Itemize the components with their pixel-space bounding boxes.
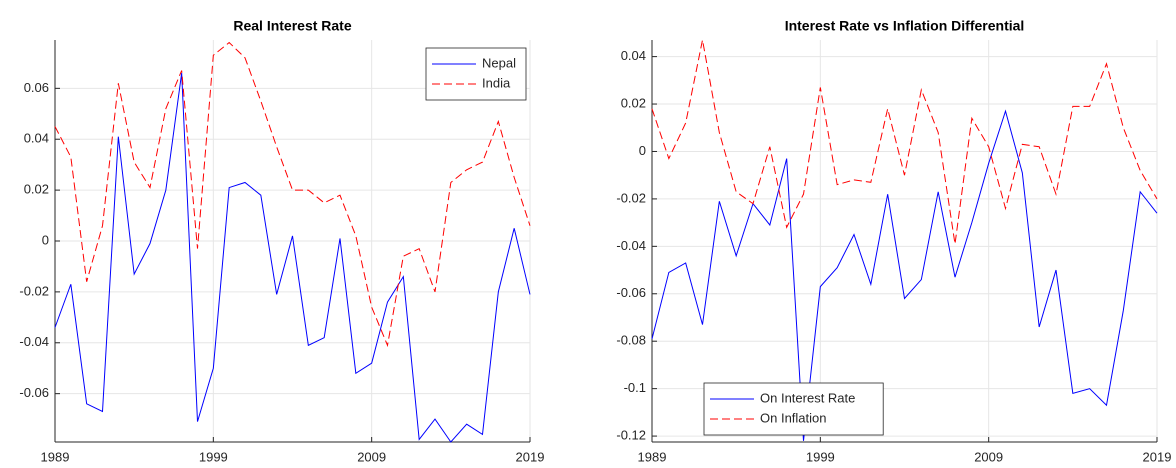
series-line: [54, 73, 531, 443]
y-tick-label: -0.04: [19, 334, 49, 349]
chart-title: Interest Rate vs Inflation Differential: [785, 18, 1025, 34]
x-tick-label: 2009: [357, 449, 386, 464]
y-tick-label: -0.02: [616, 190, 646, 205]
legend-label: On Inflation: [760, 410, 827, 425]
x-tick-label: 1999: [806, 449, 835, 464]
y-tick-label: 0.02: [24, 182, 49, 197]
y-tick-label: -0.06: [616, 285, 646, 300]
legend-box: [425, 47, 527, 101]
y-tick-label: 0.04: [621, 48, 646, 63]
series-line: [54, 41, 531, 348]
y-tick-label: -0.1: [624, 380, 646, 395]
series-line: [651, 109, 1158, 441]
y-tick-label: 0.02: [621, 95, 646, 110]
y-tick-label: 0: [42, 232, 49, 247]
legend-label: India: [482, 75, 511, 90]
x-tick-label: 1999: [199, 449, 228, 464]
legend-box: [703, 382, 884, 436]
x-tick-label: 1989: [638, 449, 667, 464]
chart-title: Real Interest Rate: [233, 18, 351, 34]
plot-area: [652, 40, 1157, 442]
y-tick-label: 0: [639, 143, 646, 158]
x-tick-label: 2009: [974, 449, 1003, 464]
x-tick-label: 1989: [41, 449, 70, 464]
legend-label: On Interest Rate: [760, 390, 855, 405]
x-tick-label: 2019: [1143, 449, 1172, 464]
y-tick-label: -0.04: [616, 238, 646, 253]
legend-label: Nepal: [482, 55, 516, 70]
y-tick-label: -0.12: [616, 428, 646, 443]
y-tick-label: -0.08: [616, 333, 646, 348]
y-tick-label: 0.04: [24, 131, 49, 146]
series-line: [651, 39, 1158, 245]
y-tick-label: -0.02: [19, 283, 49, 298]
x-tick-label: 2019: [516, 449, 545, 464]
y-tick-label: 0.06: [24, 80, 49, 95]
y-tick-label: -0.06: [19, 385, 49, 400]
